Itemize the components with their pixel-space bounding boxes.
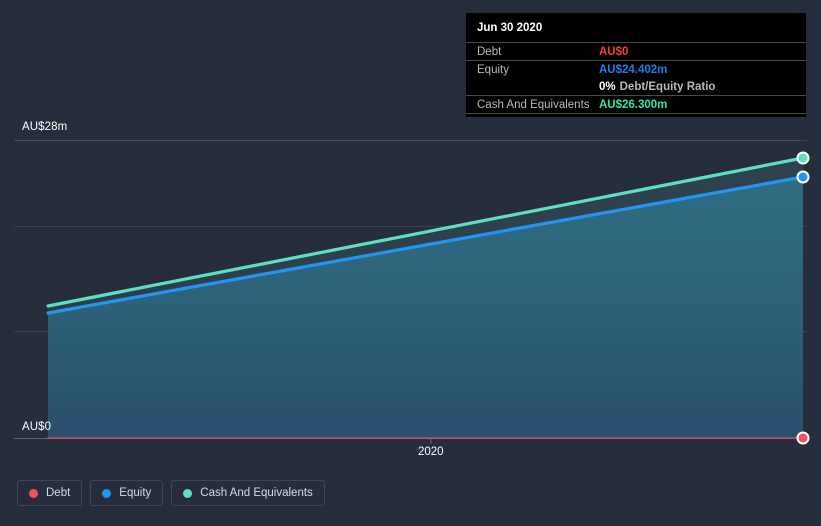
cash-end-marker[interactable]	[796, 151, 810, 165]
legend-color-dot-cash-and-equivalents	[183, 488, 193, 498]
tooltip-label-cash: Cash And Equivalents	[477, 98, 590, 111]
equity-end-marker[interactable]	[796, 170, 810, 184]
y-axis-max-label: AU$28m	[22, 121, 68, 133]
legend-label-equity: Equity	[119, 487, 152, 499]
legend-item-equity[interactable]: Equity	[90, 480, 164, 506]
tooltip-row-equity: Equity AU$24.402m	[466, 60, 806, 78]
tooltip-ratio-value: 0%	[599, 80, 616, 93]
tooltip-value-debt: AU$0	[599, 45, 629, 58]
tooltip-value-equity: AU$24.402m	[599, 63, 668, 76]
tooltip-label-debt: Debt	[477, 45, 502, 58]
debt-end-marker[interactable]	[796, 431, 810, 445]
chart-legend: Debt Equity Cash And Equivalents	[17, 480, 325, 506]
tooltip-date: Jun 30 2020	[477, 22, 543, 34]
tooltip-value-cash: AU$26.300m	[599, 98, 668, 111]
tooltip-row-cash: Cash And Equivalents AU$26.300m	[466, 95, 806, 114]
chart-tooltip: Jun 30 2020 Debt AU$0 Equity AU$24.402m …	[466, 13, 806, 117]
x-axis-tick-label-2020: 2020	[418, 446, 444, 458]
equity-line	[46, 175, 805, 315]
legend-color-dot-debt	[29, 488, 38, 498]
y-axis-min-label: AU$0	[22, 421, 52, 433]
cash-line	[46, 156, 805, 308]
legend-item-debt[interactable]: Debt	[17, 480, 83, 506]
legend-item-cash-and-equivalents[interactable]: Cash And Equivalents	[171, 480, 325, 506]
tooltip-ratio-label: Debt/Equity Ratio	[619, 80, 716, 93]
legend-label-cash-and-equivalents: Cash And Equivalents	[200, 487, 313, 499]
legend-color-dot-equity	[102, 488, 112, 498]
tooltip-row-debt: Debt AU$0	[466, 42, 806, 60]
equity-area-fill	[48, 177, 803, 438]
legend-label-debt: Debt	[46, 487, 71, 499]
tooltip-label-equity: Equity	[477, 63, 509, 76]
tooltip-row-debt-equity-ratio: 0% Debt/Equity Ratio	[466, 78, 806, 95]
